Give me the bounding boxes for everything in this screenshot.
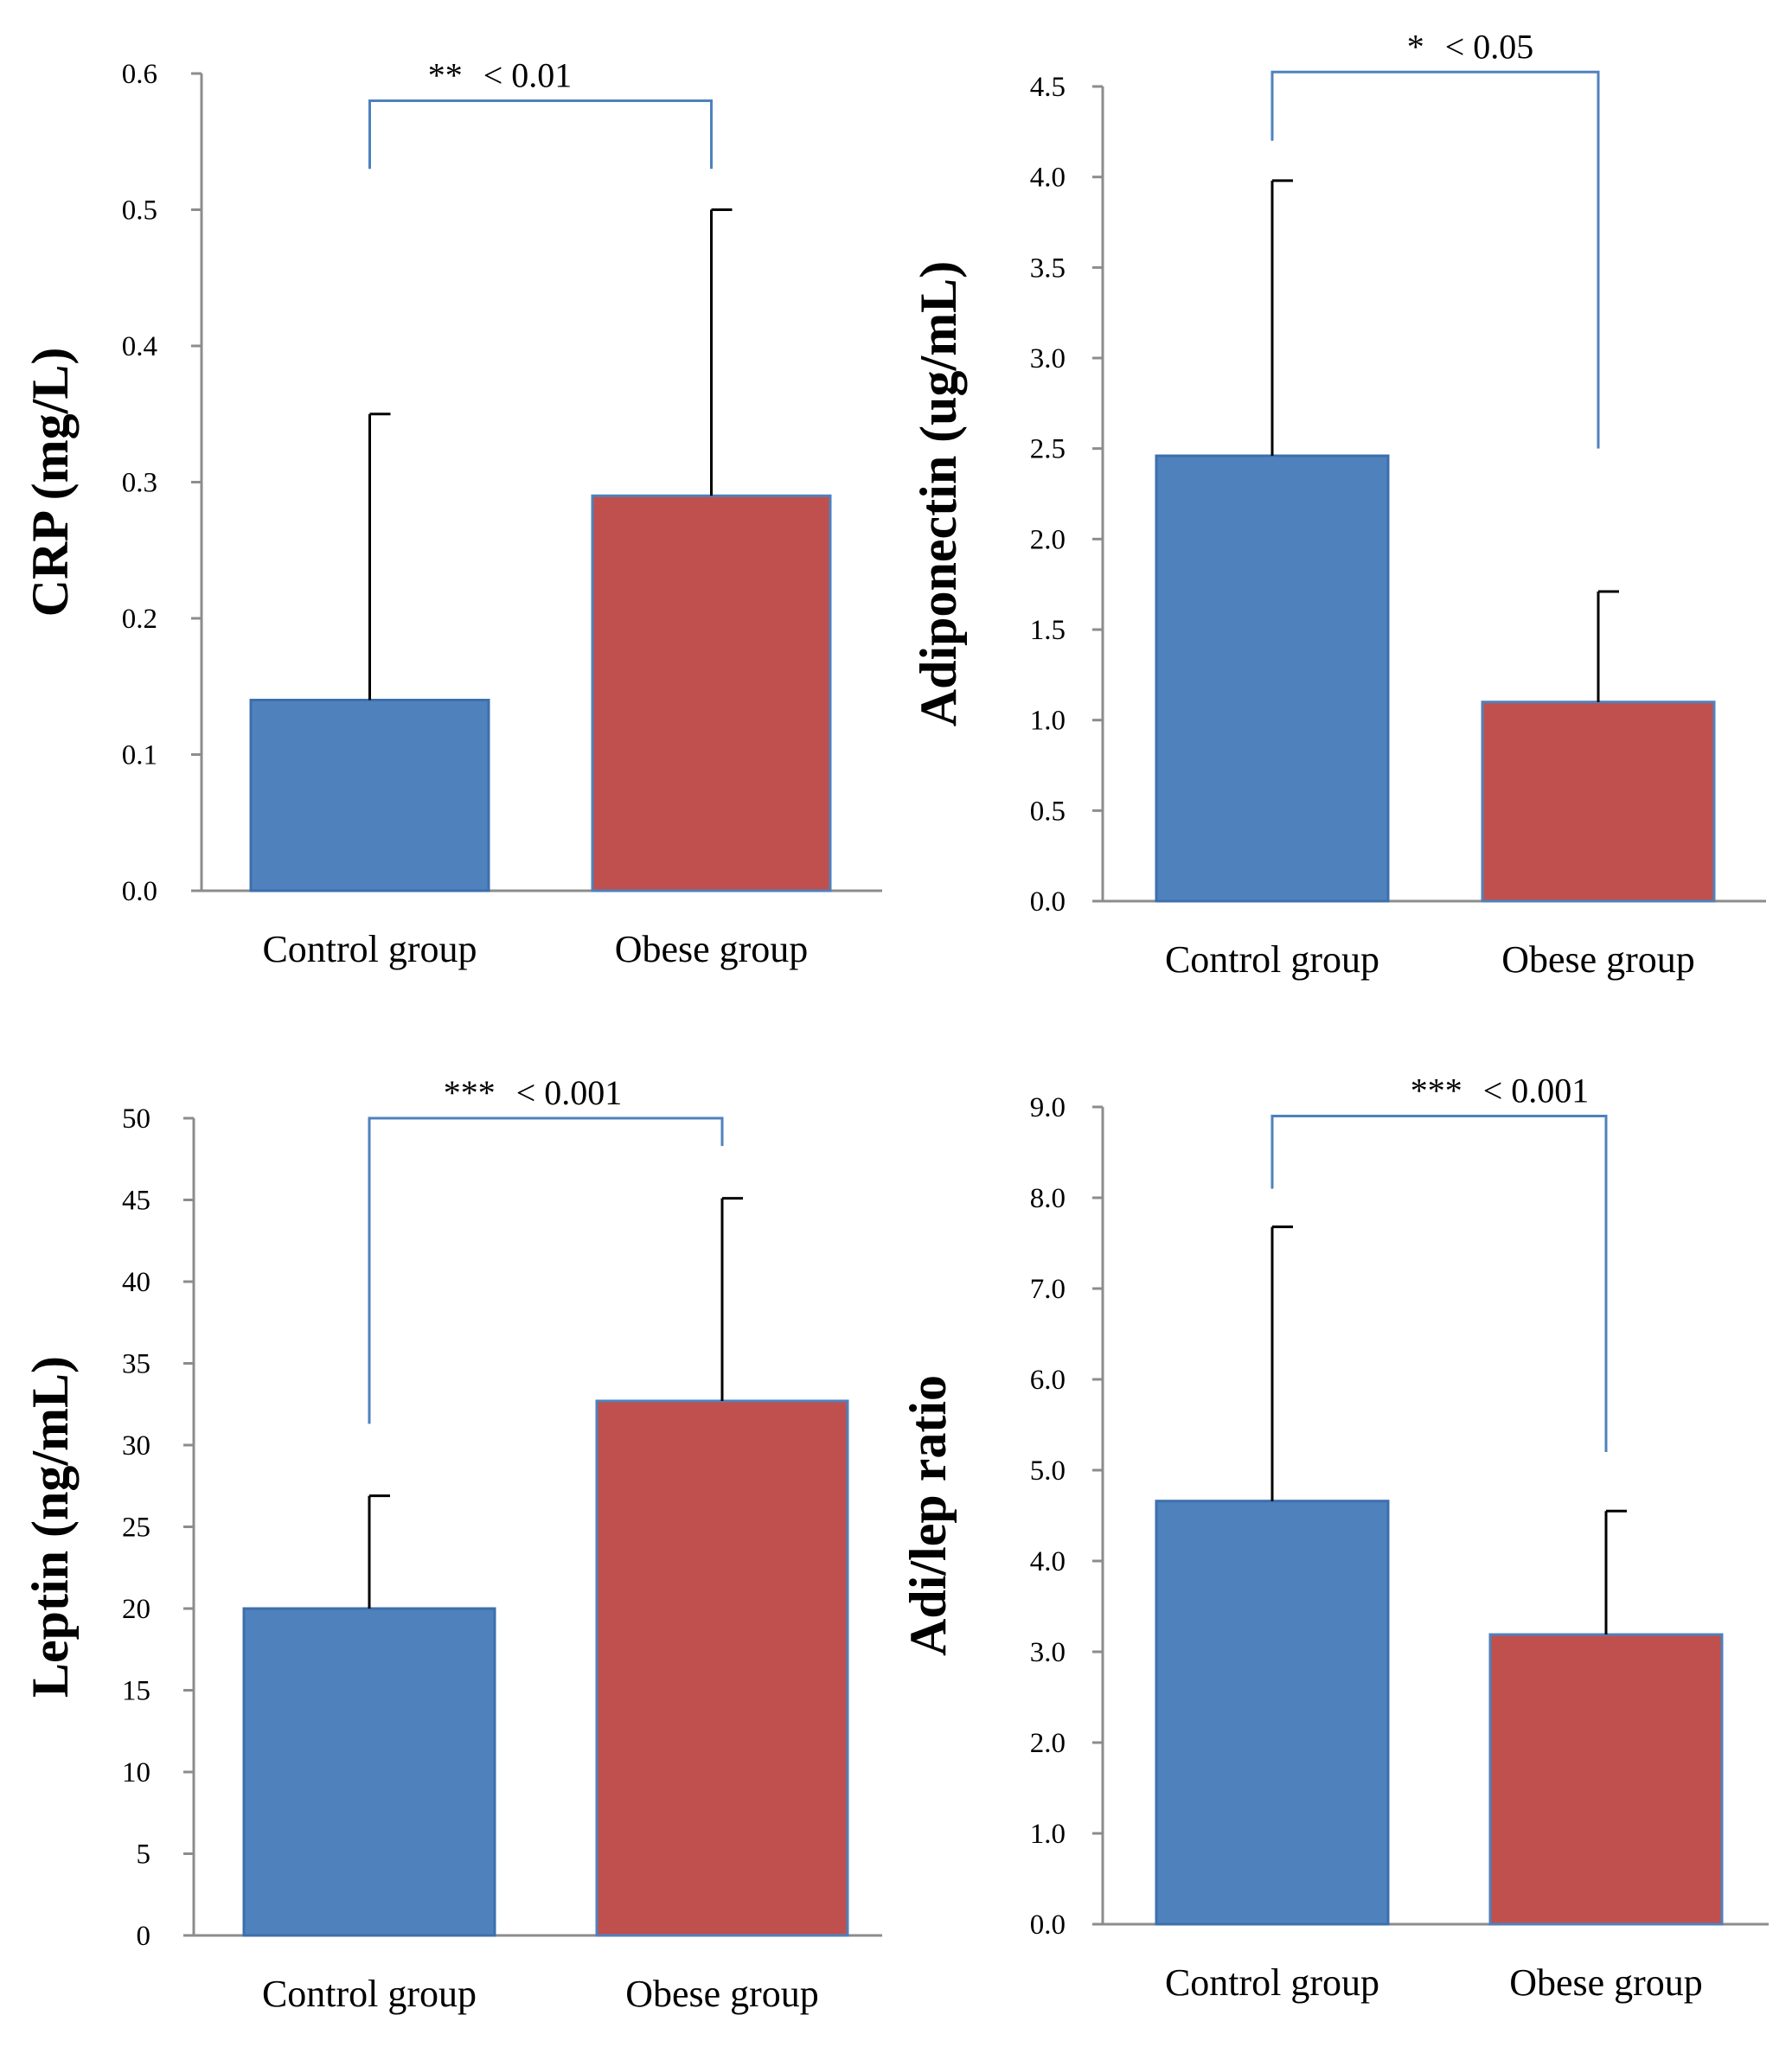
y-tick-label: 4.0 bbox=[1030, 163, 1066, 194]
y-tick-label: 50 bbox=[122, 1103, 150, 1135]
y-tick-label: 5.0 bbox=[1030, 1455, 1066, 1487]
y-tick-label: 0 bbox=[137, 1921, 151, 1952]
significance-label: *** < 0.001 bbox=[1411, 1071, 1590, 1110]
bar-obese bbox=[591, 494, 832, 892]
bar-control bbox=[242, 1607, 496, 1937]
y-tick-label: 20 bbox=[122, 1594, 150, 1625]
y-tick-label: 0.3 bbox=[122, 468, 157, 499]
y-tick-label: 1.0 bbox=[1030, 1819, 1066, 1850]
y-tick-label: 0.2 bbox=[122, 604, 157, 635]
y-tick-label: 0.0 bbox=[122, 876, 157, 907]
y-tick-label: 0.0 bbox=[1030, 886, 1066, 918]
x-category-label: Obese group bbox=[1501, 938, 1695, 981]
significance-stars: *** bbox=[444, 1073, 496, 1112]
y-tick-label: 3.0 bbox=[1030, 1637, 1066, 1668]
significance-p-value: < 0.01 bbox=[483, 56, 573, 95]
significance-bracket bbox=[368, 99, 713, 170]
y-tick-label: 9.0 bbox=[1030, 1092, 1066, 1123]
y-tick-label: 2.5 bbox=[1030, 434, 1066, 465]
y-tick-label: 10 bbox=[122, 1757, 150, 1788]
y-tick-label: 45 bbox=[122, 1186, 150, 1217]
x-category-label: Control group bbox=[1165, 1961, 1379, 2004]
significance-bracket bbox=[1270, 1115, 1608, 1452]
significance-label: ** < 0.01 bbox=[428, 56, 573, 95]
significance-p-value: < 0.05 bbox=[1445, 27, 1534, 66]
x-category-label: Control group bbox=[1165, 938, 1379, 981]
y-axis-title: Adi/lep ratio bbox=[899, 1375, 957, 1656]
significance-label: *** < 0.001 bbox=[444, 1073, 623, 1112]
y-tick-label: 3.0 bbox=[1030, 343, 1066, 374]
y-tick-label: 15 bbox=[122, 1676, 150, 1707]
y-tick-label: 4.0 bbox=[1030, 1546, 1066, 1577]
bar-obese bbox=[595, 1399, 849, 1937]
significance-p-value: < 0.001 bbox=[1483, 1071, 1590, 1110]
x-category-label: Obese group bbox=[1509, 1961, 1703, 2004]
significance-stars: *** bbox=[1411, 1071, 1462, 1110]
significance-p-value: < 0.001 bbox=[516, 1073, 623, 1112]
y-axis-title: Leptin (ng/mL) bbox=[22, 1356, 79, 1698]
y-tick-label: 40 bbox=[122, 1267, 150, 1298]
y-tick-label: 0.5 bbox=[122, 195, 157, 227]
significance-stars: * bbox=[1407, 27, 1424, 66]
y-tick-label: 25 bbox=[122, 1513, 150, 1544]
y-tick-label: 0.0 bbox=[1030, 1909, 1066, 1941]
bar-control bbox=[1155, 454, 1390, 903]
y-tick-label: 0.5 bbox=[1030, 796, 1066, 827]
significance-bracket bbox=[368, 1116, 724, 1424]
significance-stars: ** bbox=[428, 56, 463, 95]
y-tick-label: 0.6 bbox=[122, 59, 157, 90]
y-tick-label: 3.5 bbox=[1030, 253, 1066, 284]
y-tick-label: 0.1 bbox=[122, 740, 157, 771]
y-axis-title: Adiponectin (ug/mL) bbox=[910, 261, 967, 726]
y-tick-label: 7.0 bbox=[1030, 1274, 1066, 1305]
y-tick-label: 2.0 bbox=[1030, 1728, 1066, 1759]
x-category-label: Control group bbox=[262, 1973, 477, 2015]
y-tick-label: 8.0 bbox=[1030, 1183, 1066, 1214]
significance-bracket bbox=[1270, 70, 1600, 449]
y-tick-label: 1.5 bbox=[1030, 615, 1066, 646]
x-category-label: Obese group bbox=[615, 928, 809, 970]
bar-obese bbox=[1481, 700, 1716, 903]
bar-control bbox=[1155, 1500, 1390, 1926]
x-category-label: Control group bbox=[262, 928, 477, 970]
significance-label: * < 0.05 bbox=[1407, 27, 1534, 66]
y-tick-label: 1.0 bbox=[1030, 706, 1066, 737]
x-category-label: Obese group bbox=[625, 1973, 819, 2015]
y-tick-label: 35 bbox=[122, 1349, 150, 1380]
panel-crp: 0.0 0.1 0.2 0.3 0.4 0.5 0.6 Control group Obese … bbox=[22, 56, 882, 970]
panel-adi-lep-ratio: 0.0 1.0 2.0 3.0 4.0 5.0 6.0 7.0 8.0 9.0 Control gr… bbox=[899, 1071, 1769, 2004]
bar-obese bbox=[1488, 1633, 1724, 1926]
y-tick-label: 0.4 bbox=[122, 331, 157, 362]
y-tick-label: 30 bbox=[122, 1430, 150, 1462]
y-tick-label: 6.0 bbox=[1030, 1365, 1066, 1396]
y-axis-title: CRP (mg/L) bbox=[22, 348, 79, 617]
panel-leptin: 0 5 10 15 20 25 30 35 40 45 50 Control group Obese g… bbox=[22, 1073, 882, 2015]
panel-adiponectin: 0.0 0.5 1.0 1.5 2.0 2.5 3.0 3.5 4.0 4.5 Control gr… bbox=[910, 27, 1766, 981]
bar-control bbox=[249, 699, 490, 892]
y-tick-label: 5 bbox=[137, 1839, 151, 1871]
y-tick-label: 2.0 bbox=[1030, 524, 1066, 555]
y-tick-label: 4.5 bbox=[1030, 72, 1066, 103]
